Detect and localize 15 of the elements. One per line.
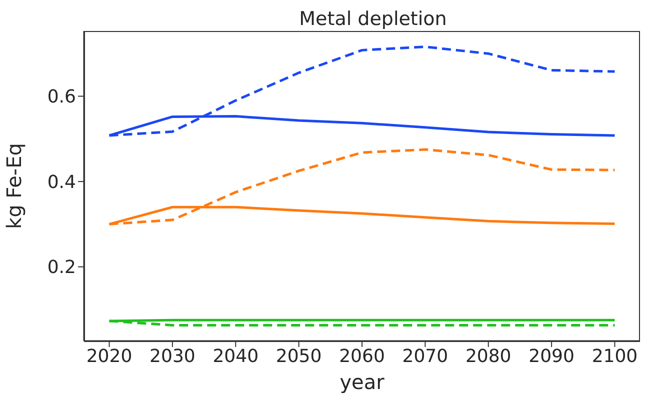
x-tick-label: 2090 bbox=[528, 346, 574, 367]
x-tick-label: 2030 bbox=[150, 346, 196, 367]
y-tick-label: 0.6 bbox=[47, 86, 76, 108]
x-tick-label: 2080 bbox=[465, 346, 512, 367]
x-tick-label: 2020 bbox=[86, 346, 132, 367]
x-tick-label: 2040 bbox=[212, 346, 259, 367]
y-axis-title: kg Fe-Eq bbox=[2, 143, 26, 229]
y-tick-label: 0.2 bbox=[47, 257, 76, 278]
x-tick-label: 2070 bbox=[402, 346, 448, 367]
x-tick-label: 2100 bbox=[592, 346, 638, 367]
x-tick-label: 2060 bbox=[339, 346, 385, 367]
x-tick-label: 2050 bbox=[276, 346, 322, 367]
chart-title: Metal depletion bbox=[298, 8, 448, 30]
x-axis-title: year bbox=[340, 370, 386, 394]
y-tick-label: 0.4 bbox=[47, 172, 76, 193]
